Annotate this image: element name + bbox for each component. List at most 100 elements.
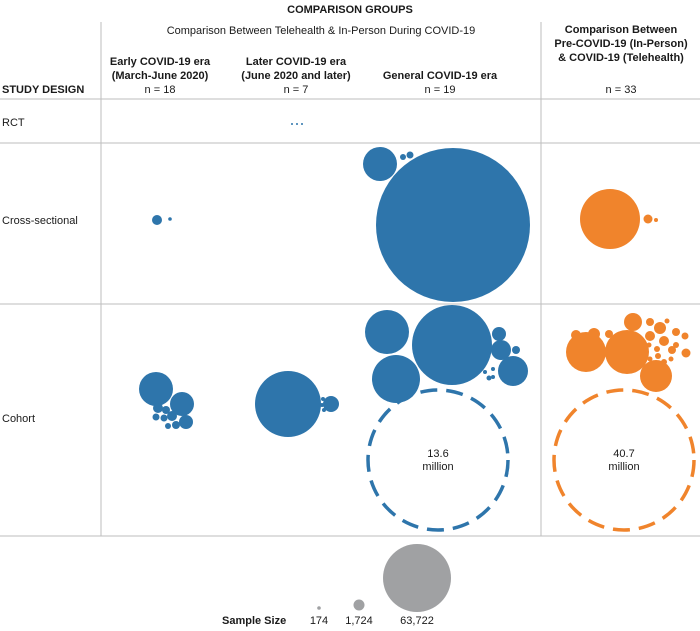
cohort-general-bubbles: [365, 305, 528, 403]
study-bubble: [406, 151, 414, 159]
study-bubble: [168, 217, 172, 221]
study-bubble: [659, 336, 669, 346]
study-bubble: [162, 406, 170, 414]
study-bubble: [167, 411, 177, 421]
study-bubble: [376, 148, 530, 302]
row-label-cross-sectional: Cross-sectional: [2, 215, 78, 227]
cross-sectional-orange-bubbles: [580, 189, 658, 249]
legend-bubble-large: [383, 544, 451, 612]
study-bubble: [179, 415, 193, 429]
column-title-line1: General COVID-19 era: [383, 70, 498, 82]
row-label-cohort: Cohort: [2, 413, 35, 425]
study-bubble: [668, 356, 674, 362]
column-title-line2: (June 2020 and later): [241, 70, 351, 82]
column-n: n = 18: [145, 84, 176, 96]
group-b-title-line1: Comparison Between: [565, 24, 678, 36]
study-bubble: [486, 375, 492, 381]
group-b-title-line2: Pre-COVID-19 (In-Person): [554, 38, 688, 50]
study-bubble: [400, 154, 406, 160]
legend-label-small: 174: [310, 615, 328, 627]
cohort-pre-vs-covid-bubbles: [566, 313, 691, 392]
study-bubble: [654, 322, 666, 334]
large-study-outline: [366, 388, 510, 532]
study-bubble: [491, 340, 511, 360]
study-bubble: [673, 342, 679, 348]
study-bubble: [153, 403, 163, 413]
study-bubble: [491, 375, 495, 379]
grid-lines: [0, 22, 700, 537]
large-study-unit: million: [608, 461, 639, 473]
study-bubble: [668, 346, 676, 354]
study-bubble: [646, 342, 652, 348]
study-bubble: [498, 356, 528, 386]
column-header-later: Later COVID-19 era (June 2020 and later)…: [241, 56, 351, 96]
study-bubble: [681, 348, 691, 358]
cohort-early-bubbles: [139, 372, 194, 429]
legend-label-large: 63,722: [400, 615, 434, 627]
legend-bubble-small: [317, 606, 321, 610]
row-header: STUDY DESIGN: [2, 84, 84, 96]
study-bubble: [566, 332, 606, 372]
study-bubble: [646, 318, 654, 326]
study-bubble: [655, 353, 661, 359]
cohort-later-bubbles: [255, 371, 339, 437]
study-bubble: [571, 330, 581, 340]
column-n: n = 19: [425, 84, 456, 96]
study-bubble: [491, 367, 495, 371]
study-bubble: [605, 330, 649, 374]
study-bubble: [672, 328, 680, 336]
study-bubble: [160, 414, 168, 422]
study-bubble: [365, 310, 409, 354]
large-study-value: 13.6: [427, 448, 448, 460]
study-bubble: [296, 123, 298, 125]
study-bubble: [483, 370, 487, 374]
large-study-pre-vs-covid: 40.7 million: [552, 388, 696, 532]
study-bubble: [492, 327, 506, 341]
large-study-general: 13.6 million: [366, 388, 510, 532]
study-bubble: [170, 392, 194, 416]
study-bubble: [152, 413, 160, 421]
legend-title: Sample Size: [222, 615, 286, 627]
super-title: COMPARISON GROUPS: [287, 4, 413, 16]
study-bubble: [165, 423, 171, 429]
study-bubble: [580, 189, 640, 249]
study-bubble: [301, 123, 303, 125]
large-study-outline: [552, 388, 696, 532]
study-bubble: [255, 371, 321, 437]
study-bubble: [664, 318, 670, 324]
study-bubble: [645, 331, 655, 341]
column-title-line1: Later COVID-19 era: [246, 56, 347, 68]
sample-size-legend: Sample Size 174 1,724 63,722: [222, 544, 451, 627]
column-n: n = 33: [606, 84, 637, 96]
study-bubble: [605, 330, 613, 338]
study-bubble: [139, 372, 173, 406]
legend-bubble-medium: [353, 599, 365, 611]
study-bubble: [152, 215, 162, 225]
study-bubble: [512, 346, 520, 354]
study-bubble: [172, 421, 180, 429]
study-bubble: [681, 332, 689, 340]
column-n: n = 7: [284, 84, 309, 96]
group-a-title: Comparison Between Telehealth & In-Perso…: [167, 25, 476, 37]
large-study-unit: million: [422, 461, 453, 473]
study-bubble: [291, 123, 293, 125]
group-b-title-line3: & COVID-19 (Telehealth): [558, 52, 684, 64]
rct-bubbles: [291, 123, 303, 125]
study-bubble: [654, 218, 658, 222]
study-bubble: [363, 147, 397, 181]
study-bubble: [654, 346, 660, 352]
column-header-pre-vs-covid: n = 33: [606, 84, 637, 96]
column-title-line1: Early COVID-19 era: [110, 56, 211, 68]
study-bubble: [661, 359, 667, 365]
study-bubble: [372, 355, 420, 403]
column-header-early: Early COVID-19 era (March-June 2020) n =…: [110, 56, 211, 96]
study-bubble: [412, 305, 492, 385]
legend-label-medium: 1,724: [345, 615, 373, 627]
row-label-rct: RCT: [2, 117, 25, 129]
study-bubble: [643, 214, 653, 224]
study-bubble: [588, 328, 600, 340]
large-study-value: 40.7: [613, 448, 634, 460]
study-bubble: [640, 360, 672, 392]
study-bubble: [321, 397, 325, 401]
